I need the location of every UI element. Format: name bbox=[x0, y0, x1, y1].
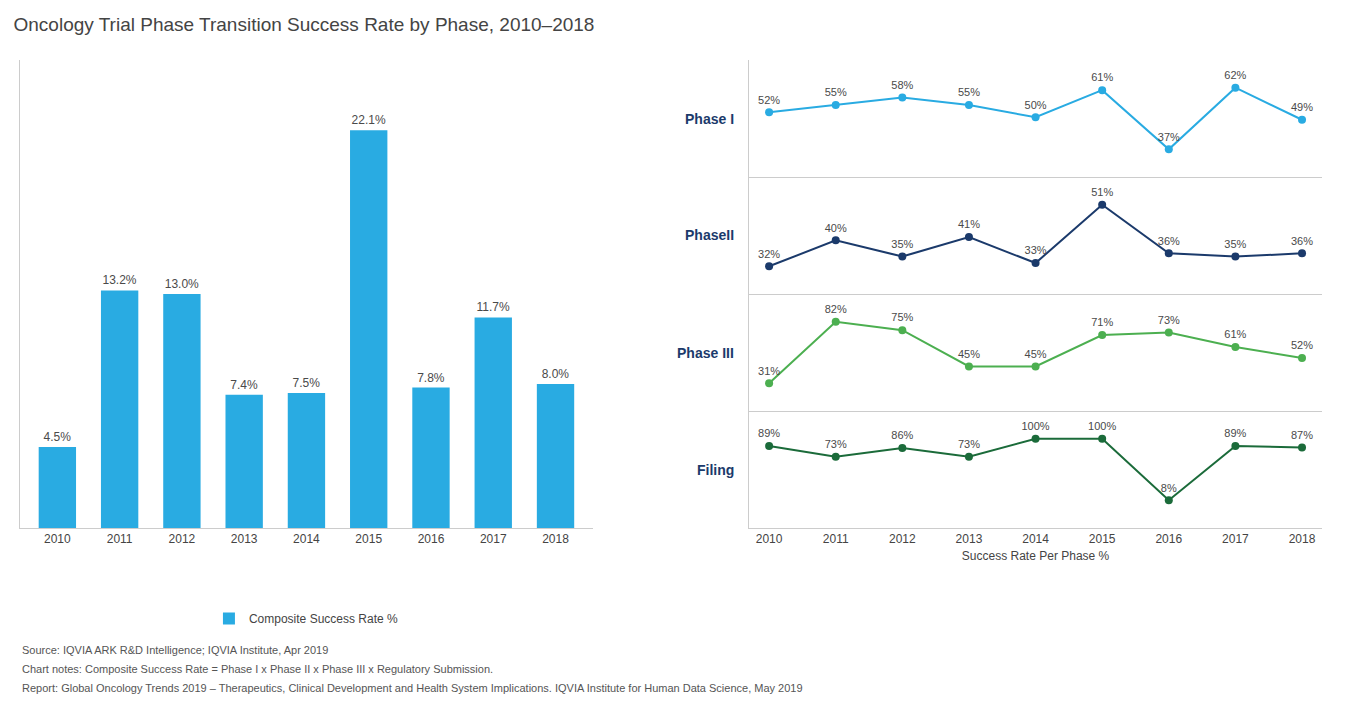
svg-text:Chart notes: Composite Success: Chart notes: Composite Success Rate = Ph… bbox=[22, 663, 493, 675]
svg-text:2010: 2010 bbox=[44, 532, 71, 546]
svg-text:86%: 86% bbox=[891, 429, 913, 441]
svg-text:8.0%: 8.0% bbox=[542, 367, 570, 381]
svg-text:55%: 55% bbox=[958, 86, 980, 98]
svg-text:7.5%: 7.5% bbox=[293, 376, 321, 390]
svg-text:2012: 2012 bbox=[889, 532, 916, 546]
svg-text:100%: 100% bbox=[1021, 420, 1049, 432]
svg-text:2016: 2016 bbox=[1155, 532, 1182, 546]
svg-text:36%: 36% bbox=[1158, 235, 1180, 247]
svg-text:8%: 8% bbox=[1161, 482, 1177, 494]
svg-text:36%: 36% bbox=[1291, 235, 1313, 247]
svg-text:2011: 2011 bbox=[107, 532, 133, 546]
svg-text:2017: 2017 bbox=[1222, 532, 1249, 546]
svg-text:2015: 2015 bbox=[355, 532, 382, 546]
svg-text:73%: 73% bbox=[825, 438, 847, 450]
svg-text:2016: 2016 bbox=[418, 532, 445, 546]
svg-text:Source: IQVIA ARK R&D Intellig: Source: IQVIA ARK R&D Intelligence; IQVI… bbox=[22, 644, 328, 656]
svg-text:2011: 2011 bbox=[823, 532, 849, 546]
svg-text:40%: 40% bbox=[825, 222, 847, 234]
svg-text:41%: 41% bbox=[958, 218, 980, 230]
svg-text:82%: 82% bbox=[825, 303, 847, 315]
svg-text:52%: 52% bbox=[1291, 339, 1313, 351]
svg-text:87%: 87% bbox=[1291, 429, 1313, 441]
svg-text:2014: 2014 bbox=[293, 532, 320, 546]
svg-text:Oncology Trial Phase Transitio: Oncology Trial Phase Transition Success … bbox=[14, 14, 595, 35]
svg-text:22.1%: 22.1% bbox=[352, 113, 386, 127]
svg-text:7.4%: 7.4% bbox=[230, 378, 258, 392]
svg-text:2014: 2014 bbox=[1022, 532, 1049, 546]
svg-text:Success Rate Per Phase %: Success Rate Per Phase % bbox=[962, 549, 1110, 563]
svg-text:Filing: Filing bbox=[697, 462, 734, 478]
svg-text:61%: 61% bbox=[1091, 71, 1113, 83]
svg-text:35%: 35% bbox=[891, 238, 913, 250]
svg-text:11.7%: 11.7% bbox=[477, 300, 510, 314]
svg-text:32%: 32% bbox=[758, 248, 780, 260]
svg-text:100%: 100% bbox=[1088, 420, 1116, 432]
svg-text:4.5%: 4.5% bbox=[44, 430, 72, 444]
svg-text:Report: Global Oncology Trends: Report: Global Oncology Trends 2019 – Th… bbox=[22, 682, 803, 694]
svg-text:2017: 2017 bbox=[480, 532, 507, 546]
svg-text:2018: 2018 bbox=[542, 532, 569, 546]
svg-text:31%: 31% bbox=[758, 365, 780, 377]
svg-text:89%: 89% bbox=[1224, 427, 1246, 439]
svg-text:2013: 2013 bbox=[956, 532, 983, 546]
svg-text:2018: 2018 bbox=[1289, 532, 1316, 546]
svg-text:35%: 35% bbox=[1224, 238, 1246, 250]
svg-text:13.2%: 13.2% bbox=[102, 273, 136, 287]
svg-text:PhaseII: PhaseII bbox=[685, 227, 734, 243]
svg-text:73%: 73% bbox=[958, 438, 980, 450]
svg-text:62%: 62% bbox=[1224, 69, 1246, 81]
svg-text:37%: 37% bbox=[1158, 131, 1180, 143]
svg-text:2012: 2012 bbox=[169, 532, 196, 546]
svg-text:55%: 55% bbox=[825, 86, 847, 98]
svg-text:49%: 49% bbox=[1291, 101, 1313, 113]
svg-text:73%: 73% bbox=[1158, 314, 1180, 326]
svg-text:51%: 51% bbox=[1091, 186, 1113, 198]
svg-text:52%: 52% bbox=[758, 94, 780, 106]
svg-text:Phase III: Phase III bbox=[677, 345, 734, 361]
svg-text:75%: 75% bbox=[891, 311, 913, 323]
svg-text:7.8%: 7.8% bbox=[417, 371, 445, 385]
svg-text:2010: 2010 bbox=[756, 532, 783, 546]
svg-text:71%: 71% bbox=[1091, 316, 1113, 328]
svg-text:45%: 45% bbox=[958, 348, 980, 360]
svg-text:33%: 33% bbox=[1025, 244, 1047, 256]
svg-text:Phase I: Phase I bbox=[685, 111, 734, 127]
svg-text:13.0%: 13.0% bbox=[165, 277, 199, 291]
svg-text:2015: 2015 bbox=[1089, 532, 1116, 546]
svg-text:45%: 45% bbox=[1025, 348, 1047, 360]
svg-text:2013: 2013 bbox=[231, 532, 258, 546]
svg-text:89%: 89% bbox=[758, 427, 780, 439]
svg-text:61%: 61% bbox=[1224, 328, 1246, 340]
svg-text:58%: 58% bbox=[891, 79, 913, 91]
svg-text:50%: 50% bbox=[1025, 99, 1047, 111]
svg-text:Composite Success Rate %: Composite Success Rate % bbox=[249, 612, 398, 626]
